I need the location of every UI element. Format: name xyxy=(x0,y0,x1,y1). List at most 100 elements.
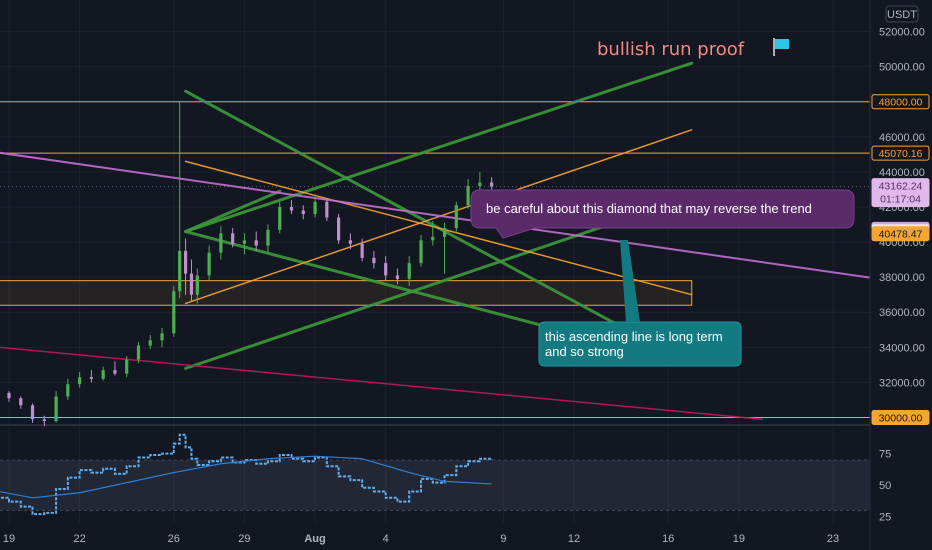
candle-body xyxy=(348,240,352,244)
candle xyxy=(113,361,117,376)
warning-callout[interactable]: be careful about this diamond that may r… xyxy=(470,189,855,239)
candle-body xyxy=(101,370,105,379)
candle xyxy=(42,415,46,427)
candle-body xyxy=(337,217,341,241)
candle-body xyxy=(148,340,152,346)
candle-body xyxy=(78,377,82,385)
candle-body xyxy=(360,243,364,258)
rsi-tick-label: 25 xyxy=(879,512,891,524)
candle-body xyxy=(54,396,58,421)
candle-body xyxy=(266,229,270,246)
candle-body xyxy=(490,182,494,187)
candle-body xyxy=(289,206,294,211)
price-tick-label: 44000.00 xyxy=(879,167,925,179)
candle xyxy=(419,235,423,267)
time-tick-label: 4 xyxy=(383,533,389,545)
candle xyxy=(337,214,341,244)
candle xyxy=(178,101,182,299)
long-term-callout[interactable]: this ascending line is long term and so … xyxy=(538,240,742,367)
trendline xyxy=(184,61,694,234)
trendline xyxy=(184,160,693,296)
support-zone xyxy=(0,280,693,306)
candle-body xyxy=(407,263,411,279)
candle xyxy=(19,396,23,409)
candle-body xyxy=(66,384,70,397)
candle xyxy=(148,335,152,350)
candle-body xyxy=(183,250,188,274)
candle-body xyxy=(278,206,282,230)
candle-body xyxy=(172,291,176,334)
price-tags: 48000.0045070.1643162.2401:17:0440724.74… xyxy=(871,94,930,425)
price-tick-label: 32000.00 xyxy=(879,377,925,389)
candle xyxy=(66,378,70,400)
time-tick-label: 26 xyxy=(168,533,180,545)
candle-body xyxy=(325,201,329,218)
warning-callout-text: be careful about this diamond that may r… xyxy=(486,201,812,216)
candle xyxy=(289,199,294,215)
candle xyxy=(101,366,105,381)
candle-body xyxy=(207,252,211,276)
candle-body xyxy=(89,377,93,379)
price-tick-label: 46000.00 xyxy=(879,132,925,144)
candle xyxy=(231,228,235,248)
candle xyxy=(54,391,58,423)
price-tag: 48000.00 xyxy=(871,94,930,110)
candle xyxy=(30,403,35,423)
trendline xyxy=(184,189,282,234)
candle-body xyxy=(454,205,458,229)
title-annotation[interactable]: bullish run proof xyxy=(597,38,789,60)
price-tag-box xyxy=(871,94,930,110)
price-tag-box xyxy=(871,409,930,425)
candle-body xyxy=(19,398,23,406)
candle-body xyxy=(136,345,141,360)
price-tag-value: 45070.16 xyxy=(879,148,923,160)
candle-body xyxy=(419,240,423,264)
rsi-tick-label: 50 xyxy=(879,480,891,492)
long-term-callout-line-1: this ascending line is long term xyxy=(545,329,723,344)
time-tick-label: 12 xyxy=(568,533,580,545)
candle xyxy=(325,198,329,222)
time-tick-label: 22 xyxy=(74,533,86,545)
candle-body xyxy=(301,210,305,215)
candle-body xyxy=(7,392,11,399)
candle-body xyxy=(395,275,400,279)
rsi-band xyxy=(0,459,870,511)
candle xyxy=(136,342,141,364)
currency-label: USDT xyxy=(887,9,917,21)
time-tick-label: 23 xyxy=(827,533,839,545)
candle xyxy=(407,256,411,286)
candle xyxy=(78,371,82,388)
candle-body xyxy=(125,359,129,374)
trendline xyxy=(0,346,764,420)
price-tick-label: 34000.00 xyxy=(879,342,925,354)
candle xyxy=(195,268,199,304)
candle xyxy=(466,178,470,209)
annotations[interactable]: bullish run proof be careful about this … xyxy=(470,38,855,367)
candle xyxy=(442,222,447,274)
candle-body xyxy=(42,419,46,421)
price-tag-box xyxy=(871,226,930,242)
candle xyxy=(183,238,188,295)
support-zone-box xyxy=(0,280,693,306)
price-tag-value: 43162.24 xyxy=(879,181,923,193)
candle xyxy=(478,171,482,192)
candle-body xyxy=(466,185,470,206)
currency-badge[interactable]: USDT xyxy=(885,5,919,23)
flag-icon xyxy=(773,38,789,56)
candle xyxy=(372,250,376,269)
price-tag: 30000.00 xyxy=(871,409,930,425)
candle xyxy=(266,224,270,253)
price-tag-box xyxy=(871,145,930,161)
candle xyxy=(242,233,247,255)
candle xyxy=(490,177,494,192)
price-tag-value: 48000.00 xyxy=(879,97,923,109)
candle xyxy=(301,205,305,220)
price-tag: 40478.47 xyxy=(871,226,930,242)
candle xyxy=(89,370,93,383)
candle xyxy=(431,221,435,246)
candle xyxy=(254,231,258,251)
price-tag: 45070.16 xyxy=(871,145,930,161)
candle-body xyxy=(160,333,164,341)
price-tick-label: 50000.00 xyxy=(879,62,925,74)
